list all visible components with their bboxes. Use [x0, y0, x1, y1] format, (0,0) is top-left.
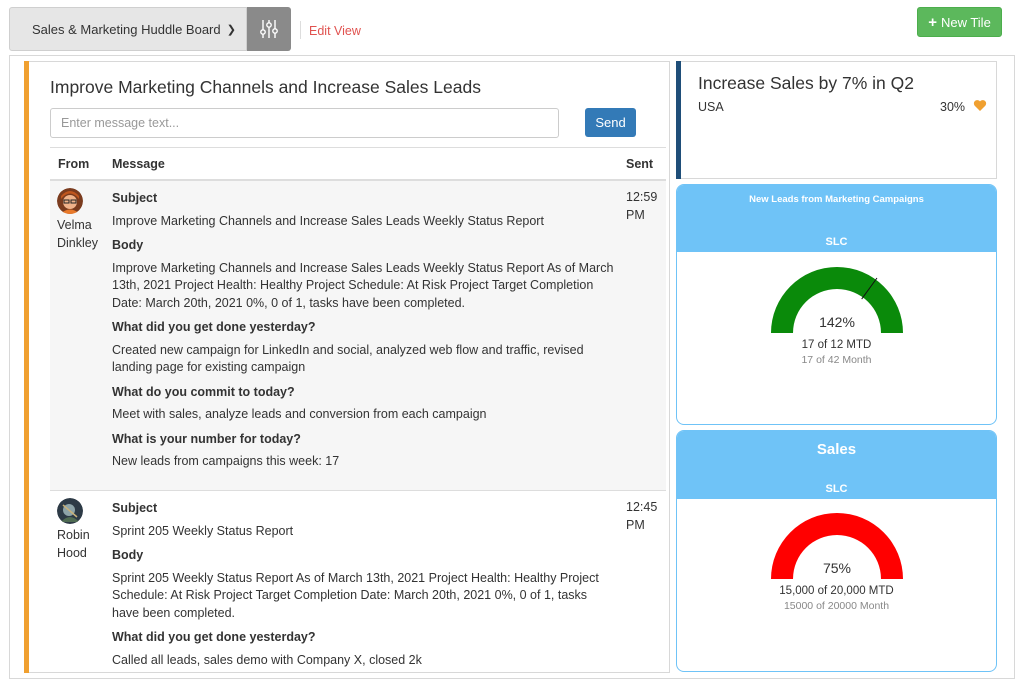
message-input[interactable] [50, 108, 559, 138]
message-content: Subject Improve Marketing Channels and I… [112, 190, 617, 478]
sent-time: 12:59 [626, 190, 658, 204]
section-text: Meet with sales, analyze leads and conve… [112, 407, 487, 421]
message-row: Velma Dinkley Subject Improve Marketing … [50, 181, 666, 491]
gauge-month: 17 of 42 Month [801, 354, 872, 366]
section-text: Improve Marketing Channels and Increase … [112, 213, 544, 228]
gauge-tile-sales[interactable]: Sales SLC 75% 15,000 of 20,000 MTD 15000… [676, 430, 997, 672]
gauge-chart: 142% [771, 266, 903, 333]
section-heading: Subject [112, 191, 158, 205]
goal-accent-bar [676, 61, 681, 179]
heart-icon[interactable] [973, 99, 987, 112]
section-text: Called all leads, sales demo with Compan… [112, 652, 422, 667]
gauge-subtitle: SLC [825, 483, 848, 495]
gauge-month: 15000 of 20000 Month [783, 600, 890, 612]
section-text: Created new campaign for LinkedIn and so… [112, 342, 584, 375]
edit-view-link[interactable]: Edit View [309, 24, 361, 38]
panel-title: Improve Marketing Channels and Increase … [50, 77, 481, 97]
column-from: From [58, 157, 90, 171]
sender-last-name: Dinkley [57, 236, 98, 250]
sent-ampm: PM [626, 518, 645, 532]
board-select-label: Sales & Marketing Huddle Board [32, 21, 221, 37]
new-tile-label: New Tile [940, 14, 991, 30]
section-text: Sprint 205 Weekly Status Report [112, 523, 294, 538]
goal-percent: 30% [940, 100, 966, 114]
gauge-tile-leads[interactable]: New Leads from Marketing Campaigns SLC 1… [676, 184, 997, 425]
avatar [57, 188, 83, 214]
gauge-mtd: 15,000 of 20,000 MTD [779, 585, 894, 597]
section-text: New leads from campaigns this week: 17 [112, 454, 340, 468]
gauge-mtd: 17 of 12 MTD [801, 339, 872, 351]
gauge-title: New Leads from Marketing Campaigns [749, 194, 924, 205]
column-message: Message [112, 157, 165, 171]
filter-settings-button[interactable] [247, 7, 291, 51]
avatar [57, 498, 83, 524]
gauge-value-label: 142% [819, 314, 855, 330]
chevron-down-icon: ❯ [226, 23, 236, 36]
gauge-title: Sales [816, 441, 857, 458]
sent-time: 12:45 [626, 500, 658, 514]
sliders-icon [260, 20, 278, 38]
message-sender: Velma Dinkley [57, 216, 109, 252]
sender-first-name: Velma [57, 218, 92, 232]
column-sent: Sent [626, 157, 654, 171]
sent-ampm: PM [626, 208, 645, 222]
plus-icon: + [928, 13, 937, 31]
goal-title: Increase Sales by 7% in Q2 [698, 73, 914, 93]
message-sent-time: 12:45 PM [626, 498, 662, 534]
gauge-value-label: 75% [823, 560, 851, 576]
new-tile-button[interactable]: + New Tile [917, 7, 1002, 37]
section-heading: What did you get done yesterday? [112, 320, 316, 334]
section-heading: What is your number for today? [112, 431, 301, 446]
board-select[interactable]: Sales & Marketing Huddle Board ❯ [9, 7, 247, 51]
board-frame [9, 55, 1015, 679]
section-text: Improve Marketing Channels and Increase … [112, 260, 614, 310]
section-heading: What did you get done yesterday? [112, 630, 316, 644]
gauge-target-marker [861, 277, 878, 300]
message-row: Robin Hood Subject Sprint 205 Weekly Sta… [50, 491, 666, 672]
section-heading: Subject [112, 501, 158, 515]
gauge-fill [771, 266, 903, 333]
gauge-header: Sales SLC [677, 431, 996, 499]
gauge-fill [771, 512, 903, 579]
section-text: Sprint 205 Weekly Status Report As of Ma… [112, 570, 599, 620]
gauge-chart: 75% [771, 512, 903, 579]
message-sender: Robin Hood [57, 526, 109, 562]
messages-table-header: From Message Sent [50, 147, 666, 181]
gauge-header: New Leads from Marketing Campaigns SLC [677, 185, 996, 252]
section-heading: What do you commit to today? [112, 384, 295, 399]
gauge-subtitle: SLC [825, 236, 848, 248]
section-heading: Body [112, 548, 144, 562]
sender-first-name: Robin [57, 528, 90, 542]
sender-last-name: Hood [57, 546, 87, 560]
panel-accent-bar [24, 61, 29, 673]
message-sent-time: 12:59 PM [626, 188, 662, 224]
goal-region: USA [698, 100, 724, 114]
send-button[interactable]: Send [585, 108, 636, 137]
toolbar-divider [300, 21, 301, 39]
message-content: Subject Sprint 205 Weekly Status Report … [112, 500, 617, 676]
section-heading: Body [112, 238, 144, 252]
